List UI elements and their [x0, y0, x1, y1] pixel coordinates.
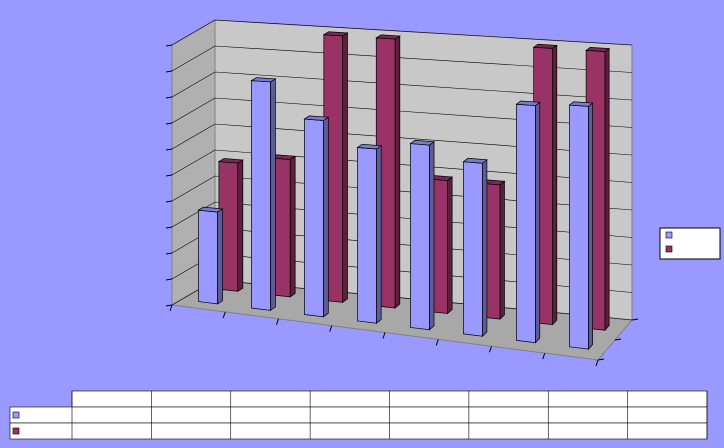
depth-tick [614, 338, 622, 341]
bar [515, 100, 541, 344]
bar-front [463, 161, 483, 337]
bar [217, 158, 244, 292]
bar-side [499, 180, 505, 320]
bar-side [342, 32, 348, 304]
bar-top [250, 77, 277, 83]
bar-side [604, 47, 610, 332]
y-tick [165, 200, 173, 203]
bar-side [270, 78, 276, 312]
grid-line [171, 45, 633, 73]
bar-front [569, 104, 589, 350]
bar-top [322, 31, 349, 37]
depth-tick [631, 318, 639, 321]
bar [197, 206, 224, 305]
bar-side [289, 155, 296, 298]
bar-side [394, 35, 401, 309]
bar-side [552, 44, 558, 326]
x-tick [542, 352, 546, 360]
bar-front [516, 103, 536, 344]
depth-tick [597, 358, 605, 361]
data-table-key [12, 427, 20, 435]
bar [409, 139, 436, 331]
legend-swatch [665, 245, 673, 253]
bar-top [217, 158, 244, 164]
y-tick [165, 70, 173, 73]
y-tick [165, 304, 173, 307]
bar-top [375, 34, 401, 40]
bar-front [304, 118, 324, 318]
bar-side [323, 116, 329, 318]
bar-top [197, 206, 224, 213]
x-tick [276, 318, 279, 325]
data-table-row [9, 422, 708, 440]
bar-front [357, 147, 377, 324]
y-tick [165, 252, 173, 255]
bar-side [429, 141, 435, 331]
bar-top [303, 115, 330, 121]
y-tick [165, 278, 173, 281]
y-tick [165, 122, 173, 125]
bar [356, 143, 383, 325]
grid-line [171, 71, 633, 101]
bar [375, 34, 401, 309]
x-tick [169, 304, 173, 312]
x-tick [329, 325, 333, 332]
grid-line [171, 149, 633, 183]
bar-top [585, 47, 611, 52]
bar-side [535, 101, 541, 344]
bar [250, 77, 277, 312]
y-tick [165, 148, 173, 151]
y-tick [165, 174, 173, 177]
bar-side [376, 145, 382, 325]
bar-top [515, 100, 541, 106]
y-tick [165, 226, 173, 229]
x-tick [435, 339, 439, 346]
bar-side [482, 159, 488, 338]
bar-top [409, 139, 436, 146]
y-tick [165, 44, 173, 47]
bar-side [447, 176, 453, 315]
legend-swatch [665, 231, 673, 239]
bar-front [251, 80, 271, 311]
bar-front [410, 143, 430, 331]
x-tick [489, 346, 492, 353]
bar [462, 157, 488, 338]
grid-line [171, 97, 633, 128]
grid-line [171, 19, 633, 46]
bar-top [356, 143, 383, 150]
bar [568, 101, 594, 351]
bar-side [237, 159, 244, 292]
x-tick [595, 359, 599, 367]
data-table-row [9, 406, 708, 424]
bar-top [532, 43, 558, 49]
bar-side [217, 208, 223, 305]
x-tick [382, 332, 386, 339]
bar-top [462, 157, 488, 164]
grid-line [171, 123, 633, 156]
bar-front [198, 209, 218, 305]
bar-side [588, 102, 593, 351]
bar-top [568, 101, 594, 107]
y-tick [165, 96, 173, 99]
x-tick [222, 311, 226, 319]
data-table-key [12, 411, 20, 419]
bar [303, 115, 330, 318]
